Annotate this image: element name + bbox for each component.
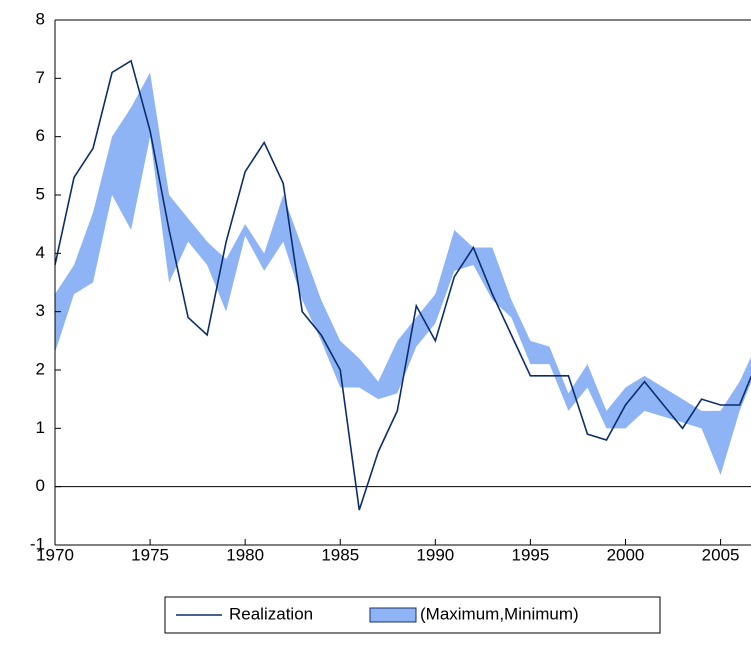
axes: -1 0 1 2 3 4 5 6 7 8 1970 1975 1980 1985 1990 1995 2000 2… [30, 9, 751, 564]
x-tick-label: 1990 [416, 545, 454, 564]
y-tick-label: 7 [36, 68, 45, 87]
range-band [55, 72, 751, 475]
y-tick-label: 4 [36, 243, 45, 262]
y-tick-label: 1 [36, 418, 45, 437]
y-tick-label: 0 [36, 476, 45, 495]
plot-area [55, 59, 751, 511]
x-tick-label: 2005 [702, 545, 740, 564]
x-tick-label: 1980 [226, 545, 264, 564]
y-tick-label: 3 [36, 301, 45, 320]
y-tick-label: 2 [36, 359, 45, 378]
x-tick-label: 2000 [607, 545, 645, 564]
legend-swatch [369, 607, 417, 623]
y-tick-label: -1 [30, 534, 45, 553]
x-tick-label: 1995 [511, 545, 549, 564]
legend-label: Realization [229, 604, 313, 623]
y-tick-label: 8 [36, 9, 45, 28]
y-tick-label: 5 [36, 184, 45, 203]
x-tick-label: 1985 [321, 545, 359, 564]
legend-box [164, 596, 661, 634]
realization-line [55, 59, 751, 511]
legend-label: (Maximum,Minimum) [420, 604, 579, 623]
x-tick-label: 1970 [36, 545, 74, 564]
y-tick-label: 6 [36, 126, 45, 145]
x-tick-label: 1975 [131, 545, 169, 564]
